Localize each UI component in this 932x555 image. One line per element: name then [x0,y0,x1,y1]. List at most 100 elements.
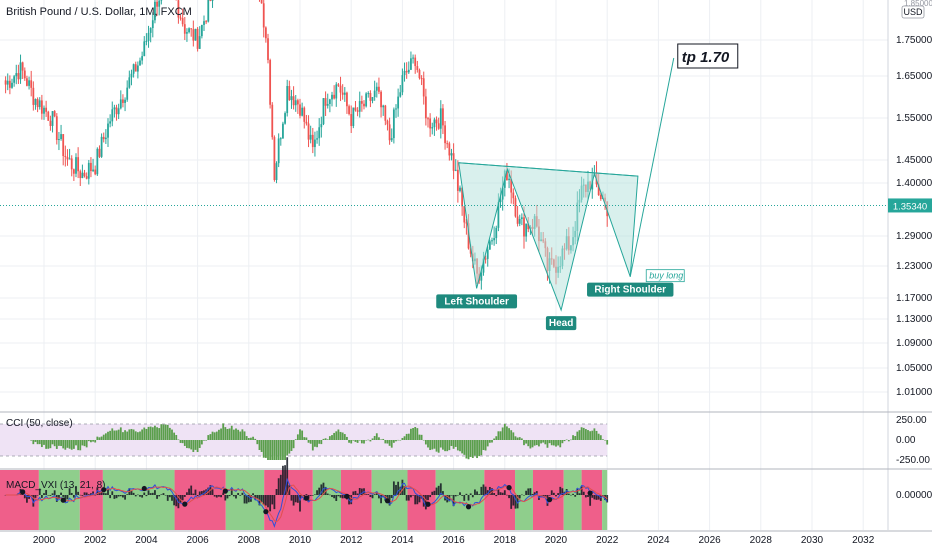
cci-bar [500,431,502,440]
candle-body [495,228,497,238]
macd-regime [436,470,485,530]
cci-bar [389,440,391,446]
y-tick-label: 1.01000 [896,387,932,398]
cci-bar [338,429,340,440]
candle-body [103,137,105,139]
cci-bar [148,427,150,440]
cci-bar [579,430,581,440]
buy-long-label: buy long [649,271,683,281]
candle-body [325,98,327,106]
candle-body [515,198,517,216]
candle-body [440,108,442,128]
cci-bar [393,440,395,443]
macd-label: MACD_VXI (13, 21, 8) [6,480,105,491]
cci-bar [320,440,322,444]
macd-bar [139,495,141,497]
cci-bar [37,440,39,444]
candle-body [350,114,352,126]
macd-bar [568,494,570,495]
cci-bar [572,435,574,440]
x-tick-label: 2026 [698,535,721,546]
cci-bar [103,435,105,440]
candle-body [333,95,335,99]
macd-bar [135,495,137,496]
candle-body [84,173,86,176]
cci-bar [201,440,203,444]
macd-bar [519,495,521,498]
cci-bar [487,440,489,446]
candle-body [141,56,143,60]
macd-bar [431,492,433,495]
macd-bar [54,490,56,495]
macd-bar [103,493,105,495]
candle-body [365,93,367,106]
candle-body [73,169,75,173]
cci-bar [574,436,576,440]
macd-bar [416,495,418,504]
cci-bar [133,429,135,440]
candle-body [293,96,295,105]
cci-bar [425,440,427,444]
cci-bar [451,440,453,446]
candle-body [62,134,64,156]
macd-bar [410,495,412,497]
cci-bar [318,440,320,444]
cci-bar [291,440,293,451]
cci-bar [566,440,568,441]
macd-bar [406,495,408,501]
price-axis-bg [888,0,932,550]
macd-bar [60,493,62,495]
candle-body [92,170,94,171]
candle-body [186,32,188,34]
macd-bar [295,495,297,502]
cci-bar [476,440,478,458]
cci-bar [250,438,252,440]
cci-bar [591,431,593,440]
candle-body [395,108,397,109]
cci-bar [131,429,133,440]
macd-bar [393,481,395,495]
cci-bar [502,427,504,440]
cci-bar [107,432,109,440]
cci-bar [489,440,491,443]
price-tag-label: 1.35340 [893,201,927,212]
candle-body [197,29,199,49]
candle-body [455,170,457,171]
cci-bar [146,429,148,440]
macd-bar [169,495,171,497]
cci-bar [461,440,463,453]
cci-tick-label: -250.00 [896,455,930,466]
cci-bar [587,430,589,440]
candle-body [120,99,122,108]
candle-body [444,125,446,143]
cci-bar [506,426,508,440]
macd-bar [118,495,120,496]
candle-body [425,96,427,118]
cci-bar [387,440,389,444]
cci-bar [340,432,342,440]
y-tick-label: 1.13000 [896,314,932,325]
candle-body [348,106,350,114]
candle-body [308,123,310,139]
cci-bar [408,434,410,440]
cci-bar [421,435,423,440]
candle-body [291,96,293,100]
candle-body [327,104,329,106]
candle-body [457,170,459,191]
macd-bar [184,495,186,497]
candle-body [32,88,34,105]
candle-body [459,188,461,191]
cci-bar [352,440,354,441]
cci-bar [109,431,111,440]
cci-bar [62,440,64,448]
cci-bar [114,431,116,440]
cci-bar [231,426,233,440]
candle-body [111,109,113,121]
macd-bar [195,490,197,495]
macd-cross-dot [263,509,268,514]
candle-body [288,86,290,100]
macd-cross-dot [506,485,511,490]
cci-bar [350,440,352,443]
